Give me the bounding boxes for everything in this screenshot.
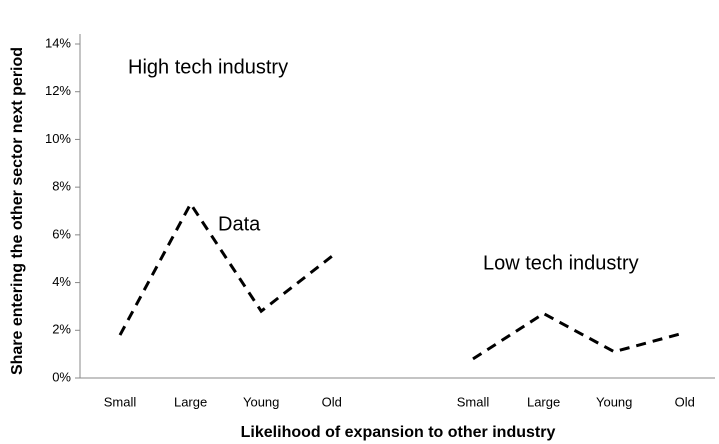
y-tick-label: 10% — [45, 131, 71, 146]
x-tick-label: Young — [243, 394, 279, 409]
y-tick-label: 2% — [52, 322, 71, 337]
x-tick-label: Small — [457, 394, 490, 409]
annotation: Low tech industry — [483, 252, 639, 274]
y-tick-label: 6% — [52, 226, 71, 241]
annotation: Data — [218, 213, 261, 235]
y-tick-label: 0% — [52, 369, 71, 384]
x-tick-label: Small — [104, 394, 137, 409]
x-axis-label: Likelihood of expansion to other industr… — [241, 424, 556, 441]
x-tick-label: Large — [174, 394, 207, 409]
x-tick-label: Old — [322, 394, 342, 409]
y-tick-label: 4% — [52, 274, 71, 289]
data-line — [118, 200, 686, 361]
y-axis-label: Share entering the other sector next per… — [9, 47, 26, 375]
x-tick-label: Young — [596, 394, 632, 409]
y-tick-label: 8% — [52, 179, 71, 194]
y-tick-label: 12% — [45, 83, 71, 98]
y-tick-label: 14% — [45, 35, 71, 50]
x-tick-label: Old — [675, 394, 695, 409]
annotation: High tech industry — [128, 56, 288, 78]
x-tick-label: Large — [527, 394, 560, 409]
